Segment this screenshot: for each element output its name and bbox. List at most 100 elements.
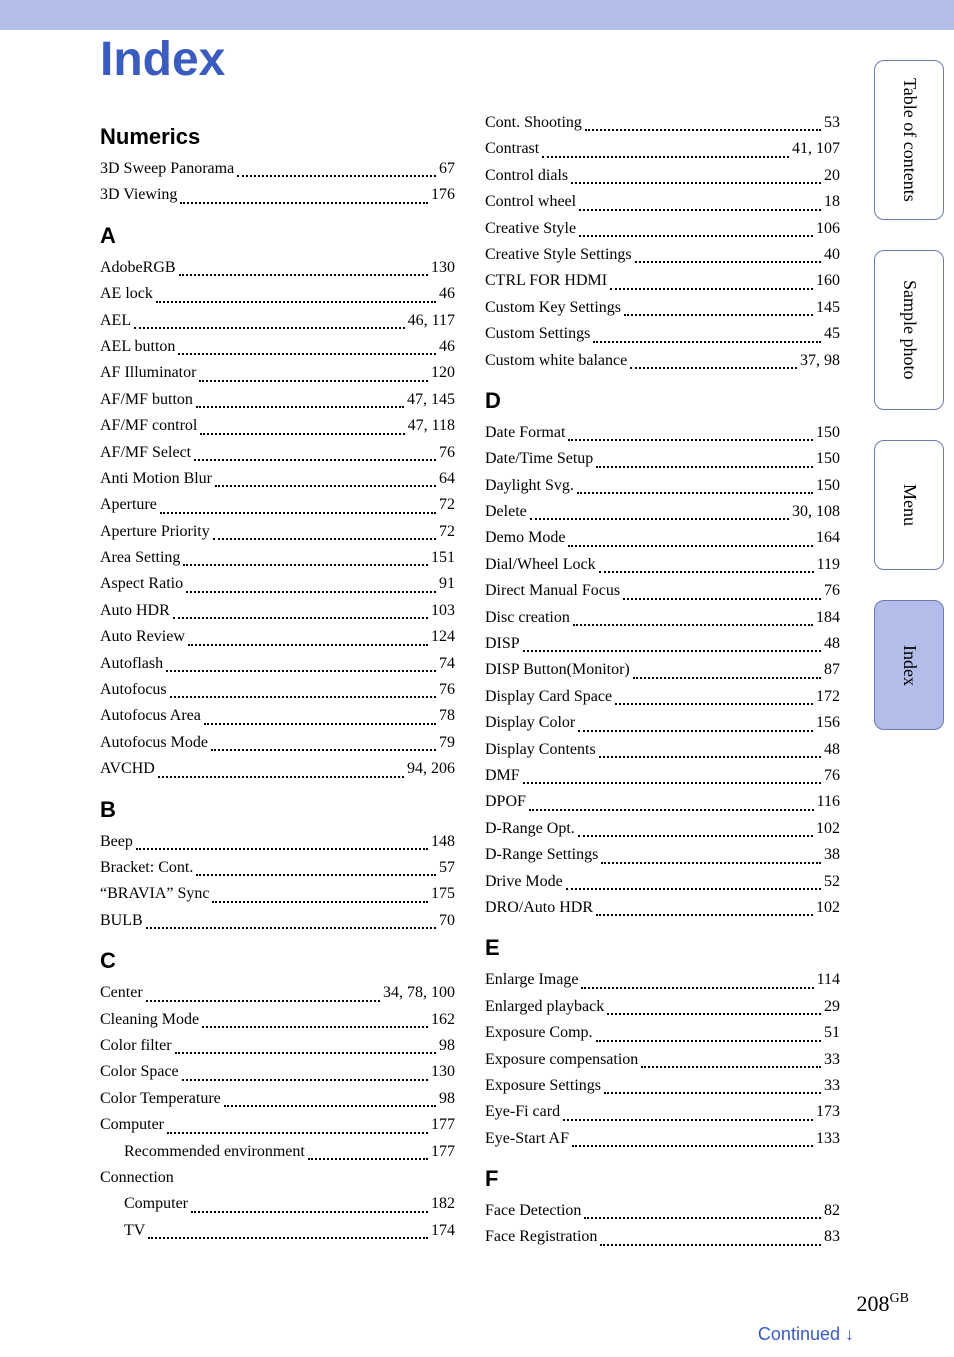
index-entry[interactable]: Color Temperature98 bbox=[100, 1086, 455, 1112]
index-entry[interactable]: Eye-Start AF133 bbox=[485, 1126, 840, 1152]
index-entry[interactable]: DISP Button(Monitor)87 bbox=[485, 657, 840, 683]
index-entry[interactable]: Autofocus Area78 bbox=[100, 703, 455, 729]
index-entry[interactable]: Bracket: Cont.57 bbox=[100, 855, 455, 881]
leader-dots bbox=[224, 1086, 436, 1107]
index-entry[interactable]: AVCHD94, 206 bbox=[100, 756, 455, 782]
index-entry-label: Aperture bbox=[100, 492, 157, 518]
index-entry[interactable]: Enlarge Image114 bbox=[485, 967, 840, 993]
index-entry[interactable]: Aperture Priority72 bbox=[100, 519, 455, 545]
side-tab[interactable]: Index bbox=[874, 600, 944, 730]
index-entry[interactable]: Custom Key Settings145 bbox=[485, 295, 840, 321]
index-entry[interactable]: Demo Mode164 bbox=[485, 525, 840, 551]
index-entry[interactable]: Exposure Settings33 bbox=[485, 1073, 840, 1099]
index-entry[interactable]: Anti Motion Blur64 bbox=[100, 466, 455, 492]
index-entry[interactable]: Autoflash74 bbox=[100, 651, 455, 677]
index-entry[interactable]: Center34, 78, 100 bbox=[100, 980, 455, 1006]
index-entry-label: Display Card Space bbox=[485, 684, 612, 710]
index-entry[interactable]: Cont. Shooting53 bbox=[485, 110, 840, 136]
index-entry[interactable]: DPOF116 bbox=[485, 789, 840, 815]
index-entry-label: AF/MF Select bbox=[100, 440, 191, 466]
side-tab[interactable]: Table of contents bbox=[874, 60, 944, 220]
index-entry[interactable]: Auto Review124 bbox=[100, 624, 455, 650]
index-entry[interactable]: 3D Sweep Panorama67 bbox=[100, 156, 455, 182]
index-entry[interactable]: Control dials20 bbox=[485, 163, 840, 189]
index-entry[interactable]: D-Range Opt.102 bbox=[485, 816, 840, 842]
index-entry-label: Drive Mode bbox=[485, 869, 563, 895]
index-entry-label: CTRL FOR HDMI bbox=[485, 268, 607, 294]
index-entry[interactable]: Face Registration83 bbox=[485, 1224, 840, 1250]
index-entry[interactable]: AEL46, 117 bbox=[100, 308, 455, 334]
index-entry[interactable]: Color filter98 bbox=[100, 1033, 455, 1059]
index-entry[interactable]: DISP48 bbox=[485, 631, 840, 657]
index-entry[interactable]: Creative Style106 bbox=[485, 216, 840, 242]
index-entry-page: 53 bbox=[824, 110, 840, 136]
leader-dots bbox=[166, 651, 436, 672]
index-entry[interactable]: AF/MF Select76 bbox=[100, 440, 455, 466]
index-entry[interactable]: Display Card Space172 bbox=[485, 684, 840, 710]
index-entry[interactable]: Date/Time Setup150 bbox=[485, 446, 840, 472]
leader-dots bbox=[624, 295, 813, 316]
page-title: Index bbox=[100, 32, 225, 87]
index-entry[interactable]: CTRL FOR HDMI160 bbox=[485, 268, 840, 294]
index-entry[interactable]: Exposure compensation33 bbox=[485, 1047, 840, 1073]
continued-label[interactable]: Continued ↓ bbox=[758, 1324, 854, 1345]
index-entry[interactable]: Date Format150 bbox=[485, 420, 840, 446]
index-entry[interactable]: Computer177 bbox=[100, 1112, 455, 1138]
index-entry[interactable]: DMF76 bbox=[485, 763, 840, 789]
index-entry[interactable]: Creative Style Settings40 bbox=[485, 242, 840, 268]
index-entry[interactable]: Contrast41, 107 bbox=[485, 136, 840, 162]
index-entry[interactable]: Control wheel18 bbox=[485, 189, 840, 215]
index-entry[interactable]: Autofocus76 bbox=[100, 677, 455, 703]
index-entry[interactable]: AEL button46 bbox=[100, 334, 455, 360]
index-entry[interactable]: AF/MF button47, 145 bbox=[100, 387, 455, 413]
index-entry[interactable]: AdobeRGB130 bbox=[100, 255, 455, 281]
index-entry[interactable]: Face Detection82 bbox=[485, 1198, 840, 1224]
index-entry[interactable]: TV174 bbox=[100, 1218, 455, 1244]
index-entry[interactable]: Recommended environment177 bbox=[100, 1139, 455, 1165]
leader-dots bbox=[200, 413, 404, 434]
index-entry-label: Computer bbox=[100, 1112, 164, 1138]
index-entry[interactable]: Custom white balance37, 98 bbox=[485, 348, 840, 374]
index-entry[interactable]: Computer182 bbox=[100, 1191, 455, 1217]
index-entry[interactable]: “BRAVIA” Sync175 bbox=[100, 881, 455, 907]
index-entry[interactable]: Delete30, 108 bbox=[485, 499, 840, 525]
index-entry[interactable]: Beep148 bbox=[100, 829, 455, 855]
index-entry[interactable]: Autofocus Mode79 bbox=[100, 730, 455, 756]
index-entry[interactable]: Color Space130 bbox=[100, 1059, 455, 1085]
index-entry[interactable]: Eye-Fi card173 bbox=[485, 1099, 840, 1125]
index-entry[interactable]: 3D Viewing176 bbox=[100, 182, 455, 208]
index-entry[interactable]: AE lock46 bbox=[100, 281, 455, 307]
index-entry-label: Cleaning Mode bbox=[100, 1007, 199, 1033]
index-entry[interactable]: Enlarged playback29 bbox=[485, 994, 840, 1020]
index-entry[interactable]: BULB70 bbox=[100, 908, 455, 934]
index-entry[interactable]: Custom Settings45 bbox=[485, 321, 840, 347]
index-entry[interactable]: Connection bbox=[100, 1165, 455, 1191]
index-entry[interactable]: Direct Manual Focus76 bbox=[485, 578, 840, 604]
side-tab[interactable]: Menu bbox=[874, 440, 944, 570]
leader-dots bbox=[179, 255, 428, 276]
index-entry[interactable]: Disc creation184 bbox=[485, 605, 840, 631]
index-entry[interactable]: Auto HDR103 bbox=[100, 598, 455, 624]
index-entry[interactable]: Aperture72 bbox=[100, 492, 455, 518]
index-entry[interactable]: Display Color156 bbox=[485, 710, 840, 736]
index-entry-page: 102 bbox=[816, 895, 840, 921]
index-entry[interactable]: Daylight Svg.150 bbox=[485, 473, 840, 499]
index-entry[interactable]: Aspect Ratio91 bbox=[100, 571, 455, 597]
index-entry-page: 76 bbox=[824, 578, 840, 604]
index-entry[interactable]: Area Setting151 bbox=[100, 545, 455, 571]
index-entry[interactable]: Display Contents48 bbox=[485, 737, 840, 763]
side-tab[interactable]: Sample photo bbox=[874, 250, 944, 410]
index-entry[interactable]: D-Range Settings38 bbox=[485, 842, 840, 868]
index-entry-label: AE lock bbox=[100, 281, 153, 307]
index-entry[interactable]: Cleaning Mode162 bbox=[100, 1007, 455, 1033]
index-entry-label: Autofocus Area bbox=[100, 703, 201, 729]
leader-dots bbox=[599, 552, 814, 573]
index-entry[interactable]: Drive Mode52 bbox=[485, 869, 840, 895]
leader-dots bbox=[581, 967, 813, 988]
index-entry[interactable]: Exposure Comp.51 bbox=[485, 1020, 840, 1046]
index-entry[interactable]: AF/MF control47, 118 bbox=[100, 413, 455, 439]
index-entry[interactable]: Dial/Wheel Lock119 bbox=[485, 552, 840, 578]
index-entry[interactable]: AF Illuminator120 bbox=[100, 360, 455, 386]
index-entry[interactable]: DRO/Auto HDR102 bbox=[485, 895, 840, 921]
index-entry-page: 37, 98 bbox=[800, 348, 840, 374]
